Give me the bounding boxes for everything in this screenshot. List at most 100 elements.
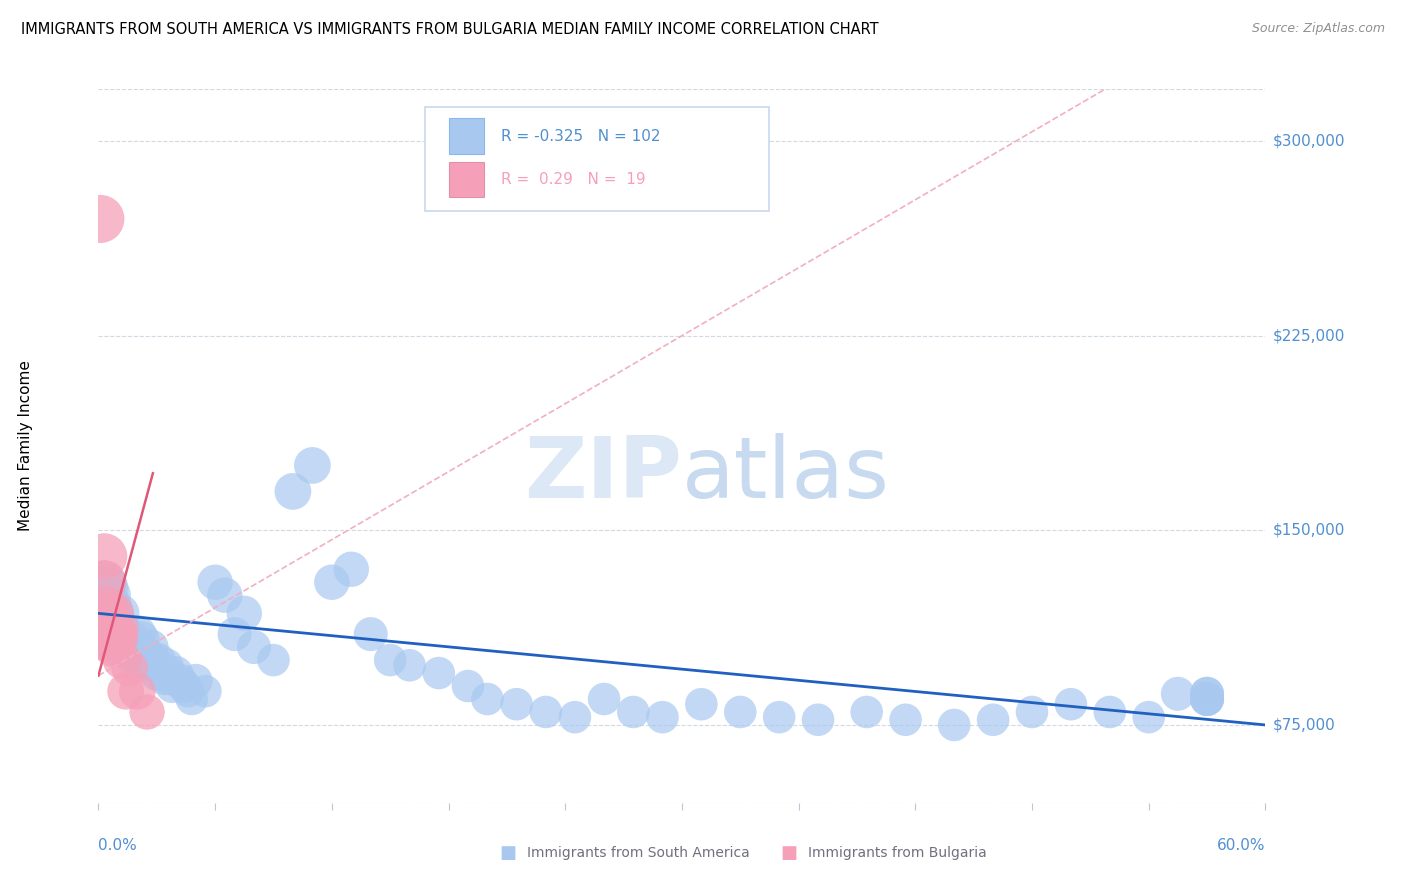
Point [101,601,124,615]
Point [104,627,127,641]
Point [730,705,752,719]
Point [114,632,136,647]
Point [97,601,120,615]
Point [148,653,170,667]
Point [103,607,125,621]
Text: atlas: atlas [682,433,890,516]
Text: ■: ■ [780,844,797,862]
Point [98,614,121,628]
Point [1137,710,1160,724]
Point [107,632,129,647]
Point [134,653,156,667]
Point [98,607,121,621]
Point [108,627,131,641]
Point [159,671,181,685]
Point [139,640,162,654]
Point [378,653,402,667]
Point [132,645,155,659]
Point [427,666,450,681]
Point [118,645,141,659]
Point [129,632,152,647]
Point [97,614,120,628]
Point [98,588,121,602]
Point [943,718,966,732]
Text: 0.0%: 0.0% [98,838,138,854]
Point [122,640,145,654]
Point [162,679,184,693]
Text: Immigrants from Bulgaria: Immigrants from Bulgaria [808,846,987,860]
Point [96,607,118,621]
Text: $75,000: $75,000 [1272,717,1336,732]
Point [108,607,131,621]
Point [152,666,174,681]
Point [894,713,917,727]
Point [1021,705,1043,719]
Point [157,666,180,681]
Text: $150,000: $150,000 [1272,523,1344,538]
Point [103,640,125,654]
Text: Source: ZipAtlas.com: Source: ZipAtlas.com [1251,22,1385,36]
Point [981,713,1004,727]
Point [138,658,160,673]
Point [1195,692,1218,706]
Point [1195,687,1218,701]
Point [243,640,266,654]
Point [96,581,118,595]
Point [155,658,177,673]
Point [104,614,127,628]
Point [107,622,129,636]
Point [96,601,118,615]
Text: ZIP: ZIP [524,433,682,516]
Point [93,549,115,564]
Point [180,692,202,706]
Point [107,640,129,654]
Point [233,607,256,621]
Point [214,588,236,602]
Point [398,658,420,673]
Point [111,632,134,647]
Point [1195,692,1218,706]
Point [1195,687,1218,701]
Point [101,622,124,636]
Point [89,601,111,615]
Point [534,705,557,719]
Point [111,622,134,636]
Point [321,575,343,590]
Point [1098,705,1121,719]
Point [173,679,195,693]
FancyBboxPatch shape [425,107,769,211]
Point [807,713,830,727]
FancyBboxPatch shape [449,119,484,154]
Point [262,653,284,667]
Point [127,627,149,641]
Point [281,484,304,499]
Point [96,614,118,628]
Point [117,640,139,654]
Point [93,614,115,628]
Point [121,632,143,647]
Point [93,596,115,610]
Point [621,705,644,719]
Text: IMMIGRANTS FROM SOUTH AMERICA VS IMMIGRANTS FROM BULGARIA MEDIAN FAMILY INCOME C: IMMIGRANTS FROM SOUTH AMERICA VS IMMIGRA… [21,22,879,37]
Point [768,710,790,724]
Point [101,632,124,647]
Point [91,607,114,621]
Point [1060,697,1083,711]
Point [855,705,877,719]
Text: R =  0.29   N =  19: R = 0.29 N = 19 [501,172,645,187]
Point [564,710,586,724]
Text: $225,000: $225,000 [1272,328,1344,343]
Point [143,658,166,673]
Point [204,575,226,590]
Point [114,684,136,698]
Point [101,607,124,621]
Point [97,596,120,610]
Point [165,666,187,681]
Point [153,671,176,685]
Point [169,673,191,688]
Point [1195,692,1218,706]
Point [107,622,129,636]
Point [101,614,124,628]
Point [124,653,146,667]
Point [128,640,150,654]
